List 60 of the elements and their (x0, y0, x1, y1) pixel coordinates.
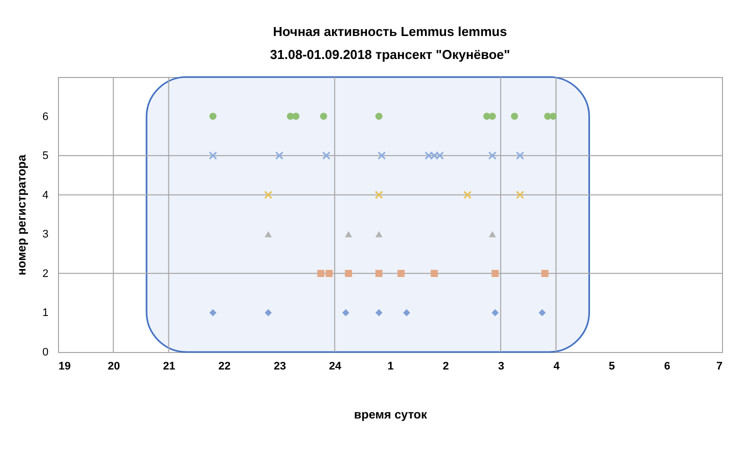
point (344, 231, 352, 238)
x-tick-label: 3 (498, 360, 504, 372)
point (322, 151, 331, 160)
y-tick-label: 1 (42, 307, 48, 320)
point (516, 151, 524, 160)
x-axis-title: время суток (354, 408, 428, 422)
point (430, 270, 438, 277)
x-tick-label: 5 (608, 360, 615, 372)
x-tick-label: 22 (218, 360, 231, 372)
point (208, 151, 218, 160)
point (510, 112, 518, 120)
y-axis-title: номер регистратора (14, 154, 28, 276)
point (378, 151, 386, 160)
y-tick-label: 5 (42, 150, 48, 162)
y-tick-label: 3 (42, 228, 48, 241)
point (344, 270, 352, 277)
point (463, 190, 472, 200)
x-tick-label: 1 (387, 360, 394, 372)
point (320, 112, 328, 120)
point (516, 190, 524, 200)
x-tick-label: 4 (553, 360, 560, 372)
point (488, 151, 497, 160)
y-tick-label: 2 (42, 268, 48, 280)
y-tick-label: 4 (42, 189, 48, 202)
chart-subtitle: 31.08-01.09.2018 трансект "Окунёвое" (270, 47, 510, 62)
point (398, 270, 405, 277)
point (375, 112, 382, 120)
point (264, 309, 272, 316)
point (275, 151, 284, 160)
x-tick-label: 19 (58, 360, 71, 372)
point (488, 112, 496, 120)
point (541, 270, 548, 277)
point (209, 112, 216, 120)
point (317, 270, 324, 277)
x-tick-label: 23 (274, 360, 286, 372)
point (375, 270, 382, 277)
point (550, 112, 557, 120)
x-tick-label: 7 (716, 360, 722, 372)
y-tick-label: 6 (42, 110, 48, 123)
x-tick-label: 20 (108, 360, 120, 372)
point (326, 270, 333, 277)
x-tick-label: 21 (163, 360, 176, 372)
point (375, 231, 382, 238)
point (492, 270, 499, 277)
point (209, 309, 216, 316)
point (492, 309, 499, 316)
x-tick-label: 2 (442, 360, 449, 372)
point (264, 231, 272, 238)
point (488, 231, 496, 238)
point (264, 190, 272, 200)
point (342, 309, 350, 316)
point (292, 112, 300, 120)
point (403, 309, 410, 316)
y-tick-label: 0 (42, 346, 48, 358)
x-tick-label: 6 (664, 360, 670, 372)
chart-title: Ночная активность Lemmus lemmus (273, 24, 507, 40)
point (538, 309, 546, 316)
point (374, 190, 384, 200)
point (375, 309, 382, 316)
x-tick-label: 24 (329, 360, 342, 372)
